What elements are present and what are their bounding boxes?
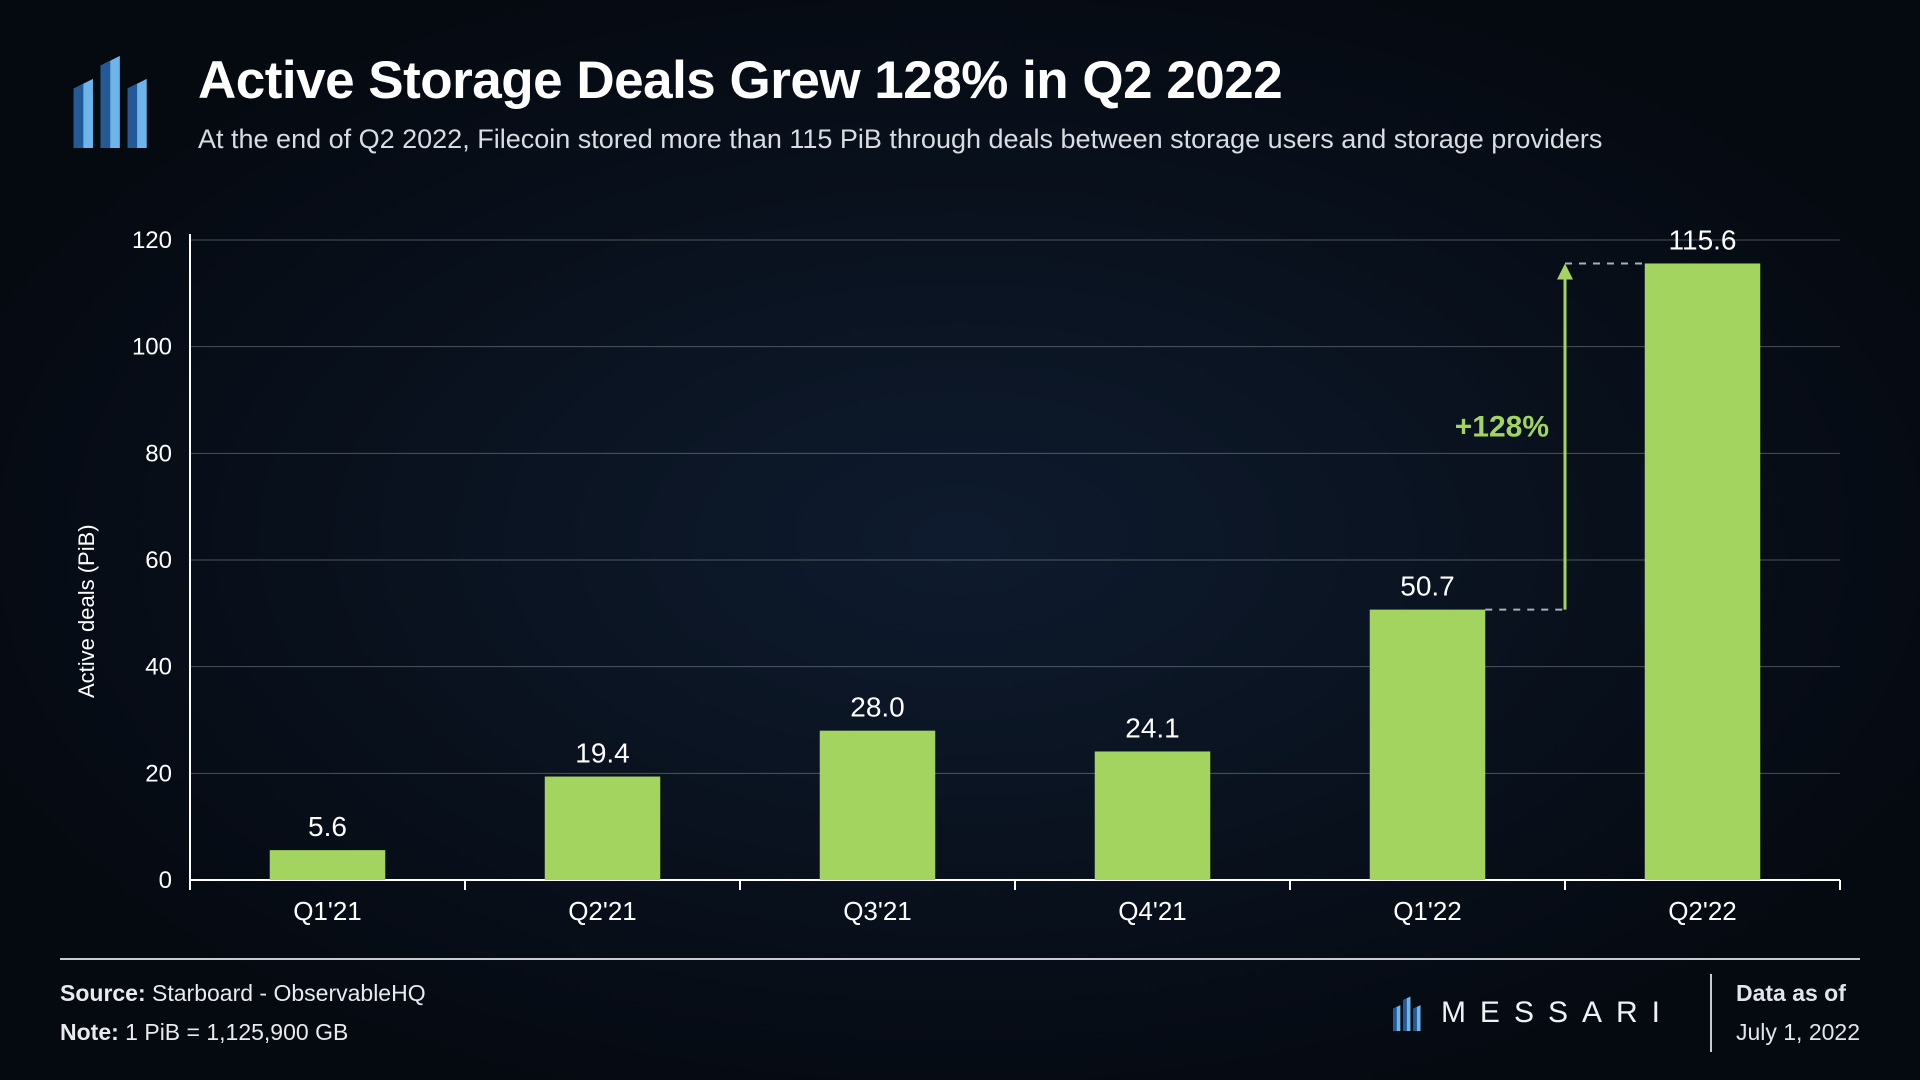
svg-text:Q1'21: Q1'21 [293,896,362,926]
messari-small-logo-icon [1391,995,1427,1031]
note-label: Note: [60,1019,119,1045]
svg-text:Active deals (PiB): Active deals (PiB) [74,524,99,698]
header: // will be redrawn below via simpler SVG… [68,52,1860,155]
svg-text:40: 40 [145,654,172,681]
svg-text:115.6: 115.6 [1669,224,1737,255]
svg-text:+128%: +128% [1455,411,1549,444]
svg-text:Q2'21: Q2'21 [568,896,637,926]
footer-brand: MESSARI [1381,995,1710,1031]
page-title: Active Storage Deals Grew 128% in Q2 202… [198,52,1860,110]
source-label: Source: [60,980,146,1006]
brand-name: MESSARI [1441,996,1674,1030]
footer: Source: Starboard - ObservableHQ Note: 1… [60,958,1860,1052]
messari-logo-icon [68,52,158,148]
svg-text:28.0: 28.0 [850,692,905,723]
source-value: Starboard - ObservableHQ [152,980,426,1006]
footer-date: Data as of July 1, 2022 [1710,974,1860,1052]
svg-text:Q3'21: Q3'21 [843,896,912,926]
svg-text:20: 20 [145,760,172,787]
footer-meta: Source: Starboard - ObservableHQ Note: 1… [60,974,1381,1052]
svg-text:24.1: 24.1 [1125,712,1180,743]
svg-text:50.7: 50.7 [1400,571,1455,602]
svg-text:5.6: 5.6 [308,811,347,842]
note-value: 1 PiB = 1,125,900 GB [125,1019,348,1045]
svg-text:Q4'21: Q4'21 [1118,896,1187,926]
bar-chart: 0 20 40 60 80 100 120 Active deals (PiB) Q1'21 5.… [60,210,1860,950]
svg-text:80: 80 [145,440,172,467]
svg-text:0: 0 [159,867,172,894]
data-as-of-label: Data as of [1736,974,1860,1013]
svg-text:19.4: 19.4 [575,738,630,769]
svg-text:Q1'22: Q1'22 [1393,896,1462,926]
data-as-of-value: July 1, 2022 [1736,1013,1860,1052]
page-subtitle: At the end of Q2 2022, Filecoin stored m… [198,124,1860,155]
svg-text:120: 120 [132,227,172,254]
svg-text:100: 100 [132,334,172,361]
svg-text:Q2'22: Q2'22 [1668,896,1737,926]
svg-text:60: 60 [145,547,172,574]
